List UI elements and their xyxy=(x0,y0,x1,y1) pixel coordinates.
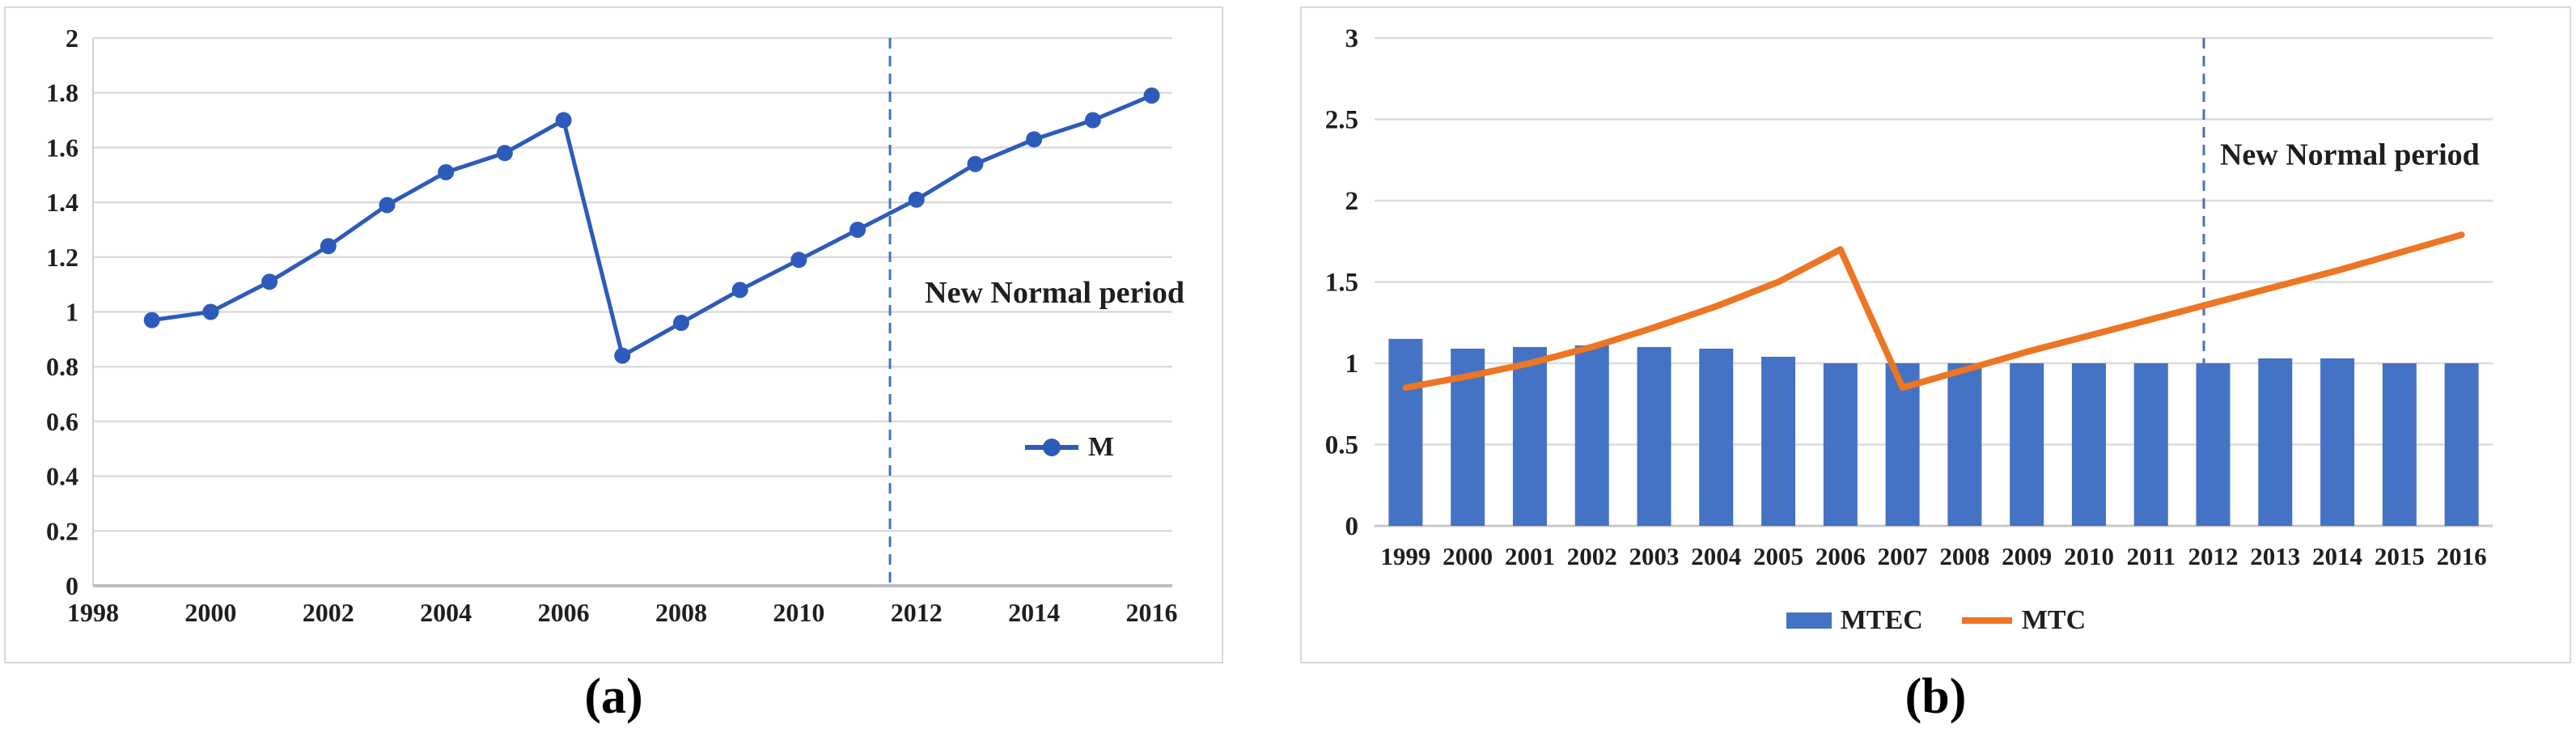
svg-text:0.6: 0.6 xyxy=(46,407,78,436)
svg-text:2004: 2004 xyxy=(420,598,472,627)
mtec-bars xyxy=(1388,338,2479,526)
gridlines xyxy=(1375,36,2493,446)
annotation-new-normal-period: New Normal period xyxy=(925,276,1184,310)
svg-text:2: 2 xyxy=(1345,187,1359,216)
y-axis-labels: 0 0.2 0.4 0.6 0.8 1 1.2 1.4 1.6 1.8 2 xyxy=(46,23,78,600)
svg-text:2014: 2014 xyxy=(1008,598,1060,627)
chart-panel-b: 0 0.5 1 1.5 2 2.5 3 1999 2000 2001 2002 2003 2004 200… xyxy=(1300,6,2571,663)
m-series-markers xyxy=(143,87,1160,364)
legend-item-mtc: MTC xyxy=(1960,605,2086,636)
svg-text:2002: 2002 xyxy=(303,598,354,627)
svg-text:2011: 2011 xyxy=(2127,542,2176,570)
svg-text:2002: 2002 xyxy=(1567,542,1617,570)
svg-text:1998: 1998 xyxy=(67,598,119,627)
bar-line-chart-mtec-mtc: 0 0.5 1 1.5 2 2.5 3 1999 2000 2001 2002 2003 2004 200… xyxy=(1325,24,2493,570)
svg-text:3: 3 xyxy=(1345,24,1359,53)
legend-chart-b: MTEC MTC xyxy=(1302,605,2570,636)
svg-text:2000: 2000 xyxy=(184,598,236,627)
svg-text:2008: 2008 xyxy=(1939,542,1989,570)
legend-label-m: M xyxy=(1088,432,1115,462)
svg-text:2003: 2003 xyxy=(1629,542,1680,570)
line-chart-malmquist: 0 0.2 0.4 0.6 0.8 1 1.2 1.4 1.6 1.8 2 1998 2000 2002 2… xyxy=(46,23,1184,627)
line-swatch-icon xyxy=(1961,617,2012,624)
svg-text:2006: 2006 xyxy=(538,598,590,627)
svg-text:2013: 2013 xyxy=(2250,542,2300,570)
svg-text:2007: 2007 xyxy=(1878,542,1928,570)
m-series-line xyxy=(151,93,1153,358)
bar-swatch-icon xyxy=(1786,612,1832,629)
line-marker-swatch-icon xyxy=(1025,439,1078,456)
svg-text:1.6: 1.6 xyxy=(46,133,78,162)
x-axis-labels: 1998 2000 2002 2004 2006 2008 2010 2012 2014 2016 xyxy=(67,598,1178,627)
svg-text:2010: 2010 xyxy=(773,598,824,627)
svg-text:2005: 2005 xyxy=(1753,542,1803,570)
caption-a: (a) xyxy=(584,669,643,724)
svg-text:0.4: 0.4 xyxy=(46,462,78,491)
svg-text:2016: 2016 xyxy=(1126,598,1178,627)
svg-text:2010: 2010 xyxy=(2064,542,2114,570)
svg-text:2016: 2016 xyxy=(2437,542,2487,570)
legend-item-m: M xyxy=(1023,432,1114,463)
svg-text:2: 2 xyxy=(66,23,78,53)
x-axis-labels: 1999 2000 2001 2002 2003 2004 2005 2006 2007 2008… xyxy=(1380,542,2486,570)
svg-text:2012: 2012 xyxy=(2188,542,2239,570)
legend-label-mtc: MTC xyxy=(2021,605,2087,635)
svg-text:2.5: 2.5 xyxy=(1325,106,1358,135)
chart-panel-a: 0 0.2 0.4 0.6 0.8 1 1.2 1.4 1.6 1.8 2 1998 2000 2002 2… xyxy=(4,6,1223,663)
annotation-new-normal-period: New Normal period xyxy=(2220,138,2480,172)
svg-text:0: 0 xyxy=(66,571,78,600)
svg-text:0: 0 xyxy=(1345,512,1359,541)
legend-item-mtec: MTEC xyxy=(1786,605,1923,636)
y-axis-labels: 0 0.5 1 1.5 2 2.5 3 xyxy=(1325,24,1358,541)
svg-text:0.5: 0.5 xyxy=(1325,431,1358,460)
svg-text:2006: 2006 xyxy=(1815,542,1866,570)
svg-text:2012: 2012 xyxy=(891,598,943,627)
svg-text:2009: 2009 xyxy=(2002,542,2052,570)
svg-text:1.4: 1.4 xyxy=(46,188,78,217)
svg-text:1.2: 1.2 xyxy=(46,243,78,272)
mtc-series-line xyxy=(1402,231,2465,392)
svg-text:1.5: 1.5 xyxy=(1325,269,1358,298)
svg-text:2014: 2014 xyxy=(2312,542,2362,570)
svg-text:1999: 1999 xyxy=(1380,542,1430,570)
legend-label-mtec: MTEC xyxy=(1840,605,1923,635)
legend-chart-a: M xyxy=(1023,432,1114,463)
svg-text:2008: 2008 xyxy=(655,598,707,627)
svg-text:1.8: 1.8 xyxy=(46,78,78,108)
svg-text:1: 1 xyxy=(66,298,78,327)
svg-text:2004: 2004 xyxy=(1691,542,1741,570)
gridlines xyxy=(93,36,1172,532)
svg-text:2000: 2000 xyxy=(1443,542,1493,570)
svg-text:0.8: 0.8 xyxy=(46,352,78,381)
svg-text:0.2: 0.2 xyxy=(46,516,78,545)
svg-text:1: 1 xyxy=(1345,350,1359,379)
svg-text:2015: 2015 xyxy=(2375,542,2425,570)
svg-text:2001: 2001 xyxy=(1505,542,1555,570)
caption-b: (b) xyxy=(1904,669,1967,724)
